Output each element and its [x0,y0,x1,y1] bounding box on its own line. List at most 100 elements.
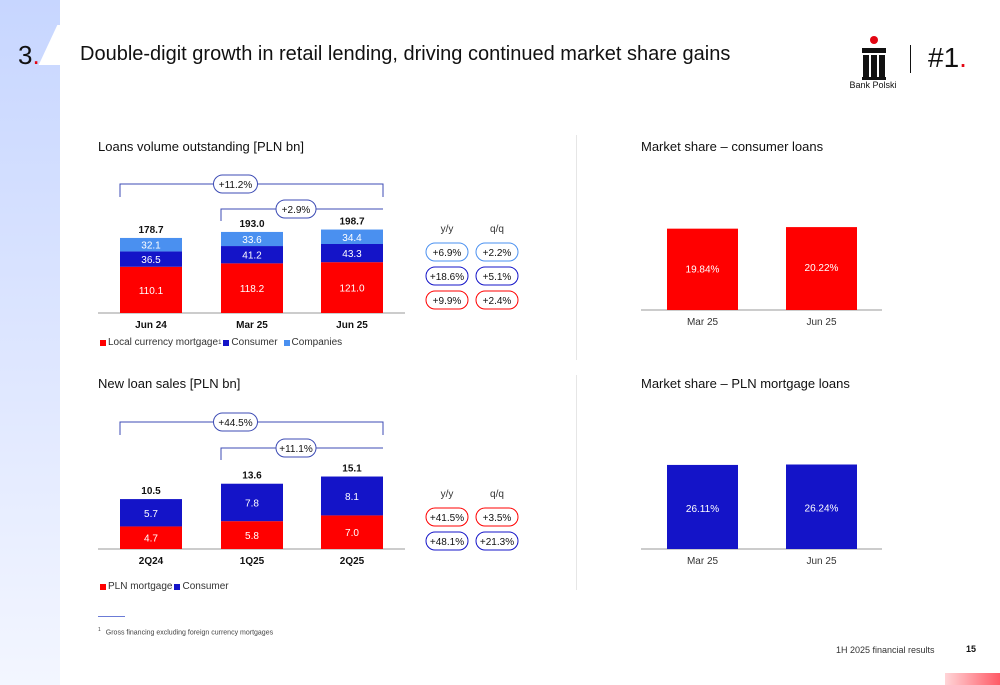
total-label: 10.5 [141,486,161,497]
x-tick-label: 2Q25 [340,556,365,567]
growth-value-yy: +9.9% [433,296,462,307]
mortgage-share-title: Market share – PLN mortgage loans [641,376,850,391]
bar-value-label: 41.2 [242,251,262,262]
page-number: 15 [966,644,977,654]
x-tick-label: Jun 24 [135,320,167,331]
legend-swatch-companies [283,339,290,346]
change-label-short: +2.9% [282,205,311,216]
bar-local-currency-mortgage [120,266,182,313]
growth-header-qq: q/q [490,489,504,500]
change-label-short: +11.1% [279,444,313,455]
growth-value-qq: +2.2% [483,248,512,259]
growth-value-qq: +2.4% [483,296,512,307]
total-label: 178.7 [138,225,163,236]
bar-consumer [321,476,383,516]
new-sales-title: New loan sales [PLN bn] [98,376,241,391]
x-tick-label: Mar 25 [236,320,268,331]
side-gradient-decoration [0,0,60,685]
logo-separator [910,45,911,73]
legend-swatch-consumer [223,339,230,346]
total-label: 15.1 [342,464,362,475]
legend-swatch-mortgage [100,339,106,346]
bank-logo-icon [862,36,886,80]
growth-header-yy: y/y [441,224,454,235]
bar [786,464,857,549]
total-label: 198.7 [339,217,364,228]
x-tick-label: Jun 25 [336,320,368,331]
loans-volume-legend: Local currency mortgage 1 Consumer Compan… [98,337,342,348]
x-tick-label: Mar 25 [687,556,719,567]
bar-value-label: 19.84% [686,265,720,276]
bracket-short [220,447,383,460]
x-tick-label: 2Q24 [139,556,164,567]
growth-pill-qq [475,290,519,310]
growth-pill-qq [475,242,519,262]
corner-decoration [945,673,1000,685]
footer-report: 1H 2025 financial results [836,645,935,655]
change-label-long: +44.5% [218,418,252,429]
x-tick-label: 1Q25 [240,556,265,567]
growth-pill-qq [475,531,519,551]
x-tick-label: Jun 25 [806,317,836,328]
bar-value-label: 34.4 [342,233,362,244]
rank-label: #1. [928,42,967,73]
bar-value-label: 5.8 [245,531,259,542]
legend-label-mortgage: PLN mortgage [108,581,173,592]
bar-consumer [120,499,182,527]
bar-value-label: 5.7 [144,509,158,520]
bar-consumer [221,246,283,264]
footnote-divider [98,616,125,617]
bar-companies [221,231,283,247]
growth-value-qq: +5.1% [483,272,512,283]
change-pill-long [213,412,258,432]
bar-value-label: 20.22% [805,263,839,274]
bar-value-label: 26.11% [686,504,719,515]
panel-divider [576,135,577,360]
section-number: 3. [18,40,40,70]
bracket-short [220,208,383,221]
logo-text: Bank Polski [849,80,897,90]
bar-value-label: 118.2 [240,284,265,295]
bar-consumer [120,251,182,267]
bar-value-label: 7.0 [345,528,359,539]
bar-local-currency-mortgage [221,263,283,313]
growth-pill-qq [475,266,519,286]
legend-swatch-consumer [174,583,181,590]
change-pill-short [275,438,317,458]
growth-value-qq: +21.3% [480,537,514,548]
bar-value-label: 110.1 [139,286,164,297]
footnote: 1 Gross financing excluding foreign curre… [98,627,274,637]
bar-pln-mortgage [321,515,383,549]
bar [786,227,857,310]
bar-local-currency-mortgage [321,262,383,313]
bar-pln-mortgage [120,526,182,549]
new-sales-legend: PLN mortgage Consumer [98,581,229,592]
page-title: Double-digit growth in retail lending, d… [80,43,731,65]
bar-value-label: 33.6 [242,235,262,246]
legend-superscript: 1 [218,339,222,346]
change-label-long: +11.2% [219,180,253,191]
bar-value-label: 36.5 [141,255,161,266]
bar-pln-mortgage [221,521,283,549]
growth-header-qq: q/q [490,224,504,235]
growth-value-yy: +6.9% [433,248,462,259]
loans-volume-title: Loans volume outstanding [PLN bn] [98,139,304,154]
growth-pill-yy [425,266,469,286]
growth-pill-yy [425,290,469,310]
legend-label-consumer: Consumer [231,337,278,348]
bar [667,464,738,549]
bar-value-label: 43.3 [342,249,362,260]
x-tick-label: Mar 25 [687,317,719,328]
growth-pill-yy [425,507,469,527]
panel-divider [576,375,577,590]
bar-value-label: 4.7 [144,534,158,545]
growth-pill-yy [425,242,469,262]
total-label: 193.0 [239,219,264,230]
growth-value-yy: +18.6% [430,272,464,283]
bar-companies [321,229,383,244]
bar-value-label: 7.8 [245,498,259,509]
